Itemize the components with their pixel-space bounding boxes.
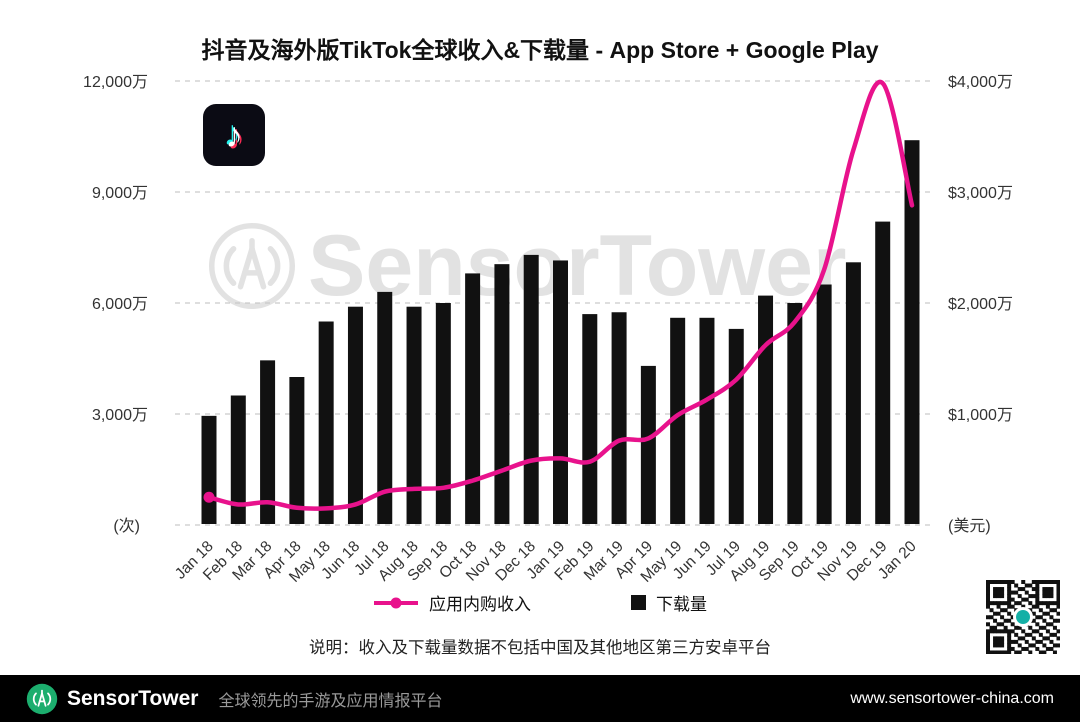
download-bar (260, 360, 276, 524)
footer-tagline: 全球领先的手游及应用情报平台 (218, 692, 443, 710)
right-axis-tick: $3,000万 (948, 185, 1013, 202)
legend-label-downloads: 下载量 (656, 595, 707, 614)
revenue-line-dot (203, 491, 215, 503)
watermark: SensorTower (206, 220, 846, 312)
download-bar (728, 328, 744, 524)
download-bar (640, 365, 656, 524)
right-axis-tick: $4,000万 (948, 74, 1013, 91)
legend: 应用内购收入 下载量 (0, 590, 1080, 615)
download-bar (523, 254, 539, 524)
left-axis-tick: 9,000万 (92, 185, 148, 202)
download-bar (758, 295, 774, 524)
download-bar (377, 291, 393, 524)
left-axis-tick: 12,000万 (83, 74, 148, 91)
download-bar (318, 321, 334, 524)
download-bar (582, 314, 598, 524)
legend-item-downloads: 下载量 (631, 590, 707, 615)
left-axis-unit: (次) (113, 518, 140, 535)
download-bar (787, 303, 803, 524)
footer-url[interactable]: www.sensortower-china.com (850, 689, 1054, 707)
right-axis-unit: (美元) (948, 518, 991, 535)
sensortower-watermark-icon (208, 222, 296, 310)
chart-plot: 12,000万 9,000万 6,000万 3,000万 $4,000万 $3,000万 $… (83, 74, 1013, 586)
right-axis-tick: $1,000万 (948, 407, 1013, 424)
qr-code (986, 580, 1060, 654)
chart-note: 说明：收入及下载量数据不包括中国及其他地区第三方安卓平台 (309, 639, 771, 657)
left-axis-tick: 6,000万 (92, 296, 148, 313)
download-bar (347, 306, 363, 524)
watermark-text: SensorTower (308, 218, 847, 314)
download-bar (230, 395, 246, 524)
download-bar (670, 317, 686, 524)
tiktok-logo: ♪ (203, 104, 265, 166)
download-bar (845, 262, 861, 524)
legend-label-revenue: 应用内购收入 (429, 595, 531, 614)
footer-brand: SensorTower (67, 686, 199, 710)
download-bar (435, 303, 451, 524)
tiktok-note-icon: ♪ (225, 115, 243, 155)
download-bar (553, 260, 568, 524)
revenue-line (206, 79, 915, 511)
download-bar (201, 415, 217, 524)
download-bar (699, 317, 715, 524)
qr-center-logo (1016, 610, 1030, 624)
download-bar (611, 312, 627, 524)
revenue-line-swatch-icon (374, 597, 418, 608)
download-bar (904, 140, 920, 524)
download-bar (465, 273, 481, 524)
left-axis-tick: 3,000万 (92, 407, 148, 424)
download-bar (816, 284, 832, 524)
download-bar (289, 377, 305, 524)
sensortower-logo-icon (26, 683, 58, 714)
right-axis-tick: $2,000万 (948, 296, 1013, 313)
download-bar (406, 306, 422, 524)
downloads-swatch-icon (631, 595, 646, 610)
footer: SensorTower 全球领先的手游及应用情报平台 www.sensortow… (0, 675, 1080, 722)
download-bar (494, 264, 510, 524)
chart-title: 抖音及海外版TikTok全球收入&下载量 - App Store + Googl… (201, 37, 879, 63)
legend-item-revenue: 应用内购收入 (373, 590, 531, 615)
download-bar (875, 221, 891, 524)
